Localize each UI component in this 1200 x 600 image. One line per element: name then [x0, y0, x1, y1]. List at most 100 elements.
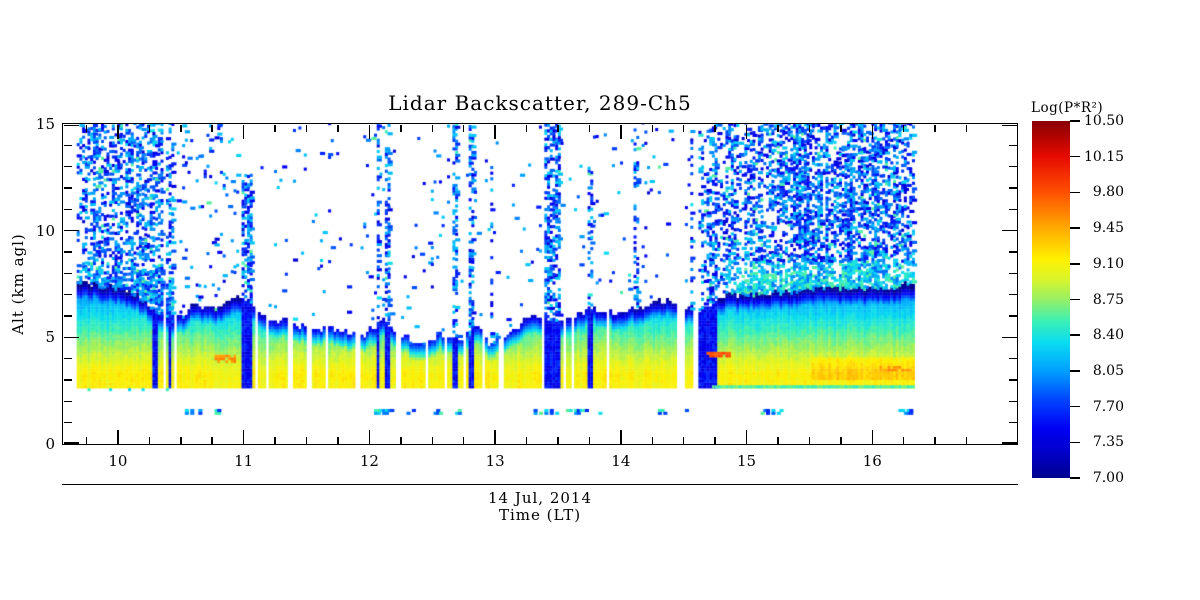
colorbar-tick-label: 9.45 — [1092, 220, 1124, 237]
x-major-tick-top — [368, 124, 371, 139]
y-tick-label: 15 — [35, 115, 55, 133]
colorbar-tick — [1070, 155, 1080, 158]
colorbar-tick-label: 7.00 — [1092, 470, 1124, 486]
y-minor-tick-right — [1008, 400, 1017, 403]
x-axis-title: Time (LT) — [498, 506, 582, 524]
x-minor-tick — [588, 436, 591, 444]
y-minor-tick — [63, 315, 72, 317]
colorbar-tick — [1070, 298, 1080, 301]
x-tick-label: 10 — [108, 452, 128, 470]
y-tick-label: 0 — [45, 435, 55, 453]
colorbar-tick — [1070, 441, 1080, 444]
colorbar-gradient — [1032, 121, 1070, 478]
y-minor-tick-right — [1008, 251, 1017, 253]
x-tick-label: 13 — [485, 452, 505, 470]
date-label: 14 Jul, 2014 — [487, 489, 593, 507]
x-minor-tick-top — [180, 124, 182, 132]
x-minor-tick-top — [651, 124, 654, 132]
colorbar-tick-label: 8.05 — [1092, 362, 1124, 379]
x-minor-tick-top — [85, 124, 88, 132]
colorbar-title: Log(P*R²) — [1031, 100, 1104, 116]
x-tick-label: 11 — [234, 452, 254, 470]
x-minor-tick — [934, 436, 936, 444]
y-major-tick — [63, 336, 79, 339]
x-minor-tick-top — [808, 124, 811, 132]
y-minor-tick — [63, 208, 72, 211]
y-minor-tick — [63, 293, 72, 296]
x-minor-tick-top — [934, 124, 936, 132]
x-minor-tick-top — [274, 124, 276, 132]
y-minor-tick-right — [1008, 272, 1017, 275]
colorbar-tick — [1070, 263, 1080, 265]
y-minor-tick-right — [1008, 315, 1017, 317]
y-minor-tick-right — [1008, 144, 1017, 147]
x-minor-tick-top — [588, 124, 591, 132]
x-minor-tick-top — [714, 124, 716, 132]
y-major-tick-right — [1001, 124, 1017, 126]
x-minor-tick — [462, 436, 465, 444]
x-minor-tick — [777, 436, 779, 444]
y-minor-tick — [63, 144, 72, 147]
x-major-tick-top — [242, 124, 245, 139]
x-minor-tick-top — [337, 124, 339, 132]
x-minor-tick-top — [840, 124, 842, 132]
x-minor-tick-top — [211, 124, 213, 132]
x-major-tick-top — [117, 124, 119, 139]
colorbar-tick-label: 10.15 — [1084, 148, 1125, 165]
x-minor-tick — [902, 436, 905, 444]
y-minor-tick — [63, 272, 72, 275]
colorbar-tick — [1070, 405, 1080, 408]
x-minor-tick — [682, 436, 685, 444]
colorbar-tick — [1070, 477, 1080, 479]
x-minor-tick — [400, 436, 402, 444]
x-minor-tick — [840, 436, 842, 444]
colorbar-tick-label: 9.10 — [1092, 255, 1124, 272]
colorbar-tick — [1070, 370, 1080, 372]
x-major-tick — [242, 429, 245, 444]
y-minor-tick-right — [1008, 357, 1017, 360]
x-minor-tick — [557, 436, 559, 444]
y-tick-label: 5 — [45, 328, 55, 347]
x-major-tick — [871, 429, 874, 444]
colorbar-tick-label: 10.50 — [1084, 113, 1125, 129]
colorbar-tick — [1070, 120, 1080, 122]
x-minor-tick — [85, 436, 88, 444]
y-minor-tick-right — [1008, 187, 1017, 189]
x-major-tick — [117, 429, 119, 444]
y-axis-title: Alt (km agl) — [9, 233, 27, 335]
x-tick-label: 15 — [737, 452, 757, 470]
y-minor-tick-right — [1008, 293, 1017, 296]
x-minor-tick-top — [462, 124, 465, 132]
x-minor-tick — [211, 436, 213, 444]
colorbar-tick-label: 9.80 — [1092, 184, 1124, 201]
y-tick-label: 10 — [35, 221, 55, 240]
x-minor-tick-top — [557, 124, 559, 132]
colorbar-tick — [1070, 334, 1080, 336]
chart-title: Lidar Backscatter, 289-Ch5 — [388, 91, 692, 115]
y-minor-tick-right — [1008, 208, 1017, 211]
x-minor-tick-top — [965, 124, 968, 132]
x-minor-tick-top — [305, 124, 308, 132]
x-major-tick — [745, 429, 748, 444]
x-minor-tick-top — [902, 124, 905, 132]
y-minor-tick — [63, 165, 72, 168]
x-minor-tick-top — [777, 124, 779, 132]
y-minor-tick — [63, 251, 72, 253]
plot-frame — [62, 123, 1018, 445]
y-major-tick — [63, 442, 79, 444]
y-minor-tick — [63, 187, 72, 189]
x-major-tick — [494, 429, 496, 444]
y-major-tick-right — [1001, 336, 1017, 339]
y-minor-tick — [63, 421, 72, 424]
colorbar-tick-label: 7.70 — [1092, 398, 1124, 415]
colorbar-tick — [1070, 227, 1080, 229]
y-major-tick — [63, 124, 79, 126]
y-major-tick-right — [1001, 229, 1017, 232]
x-minor-tick — [965, 436, 968, 444]
colorbar-tick — [1070, 191, 1080, 194]
y-minor-tick-right — [1008, 421, 1017, 424]
x-minor-tick — [714, 436, 716, 444]
x-tick-label: 12 — [359, 452, 379, 470]
x-major-tick — [368, 429, 371, 444]
